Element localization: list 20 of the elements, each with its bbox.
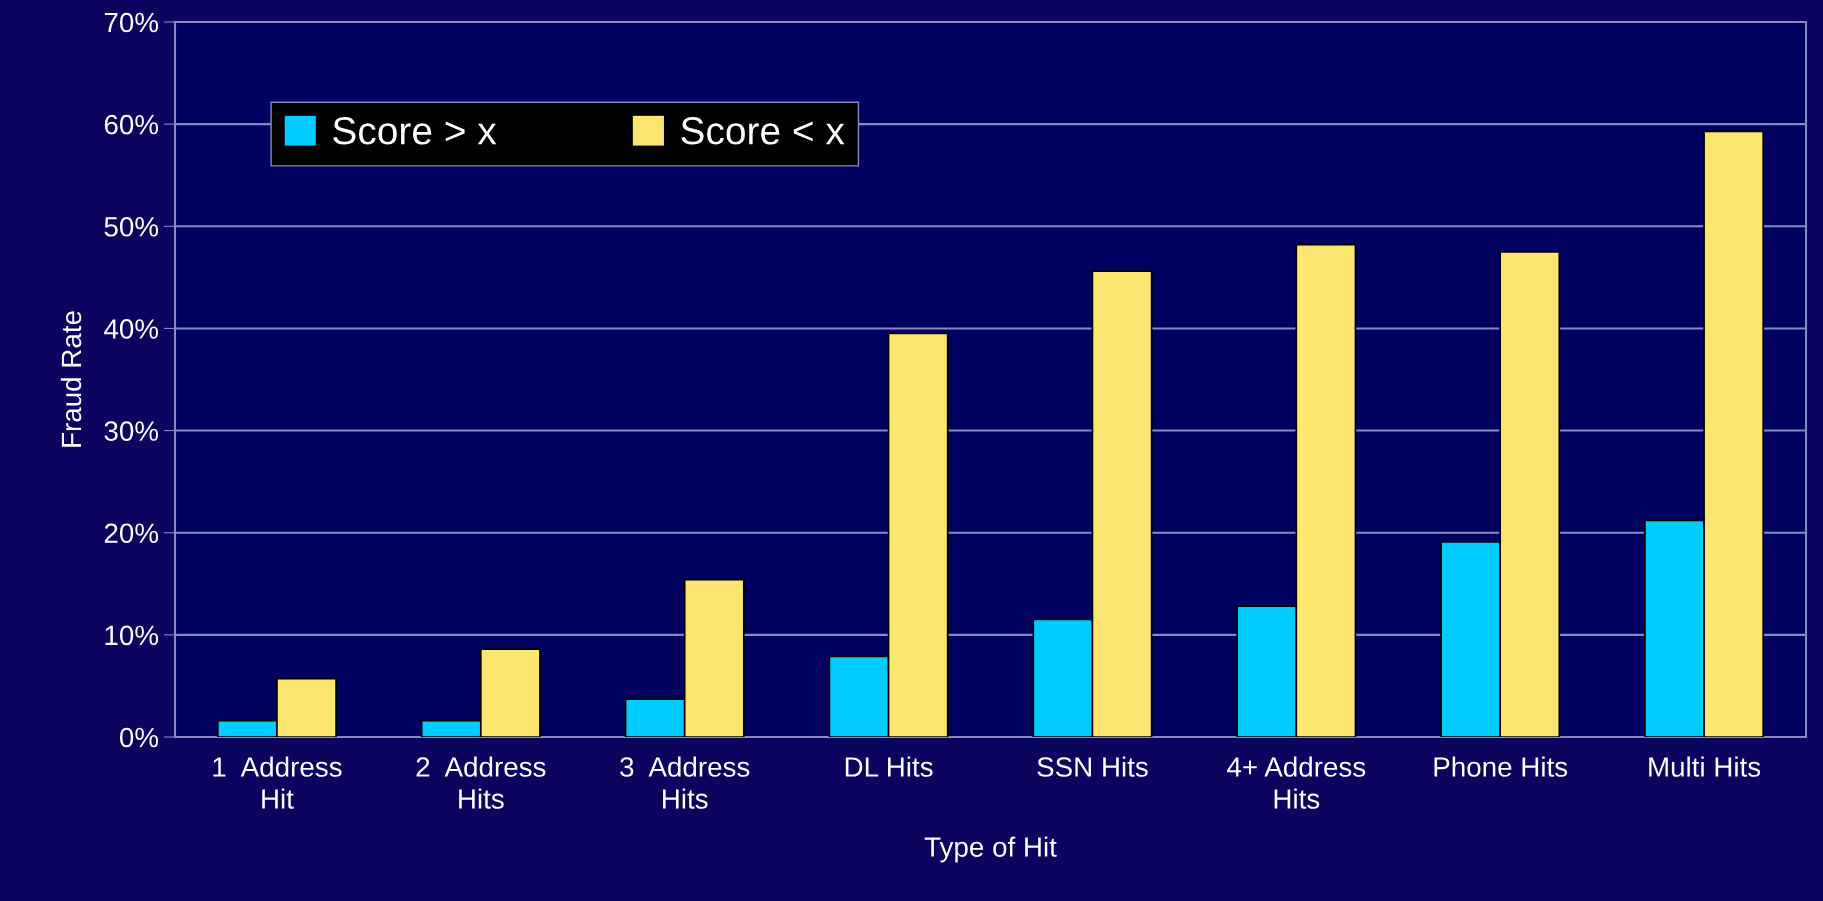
y-tick-label: 10% [105, 625, 159, 646]
x-tick-label: Multi Hits [1649, 756, 1761, 777]
legend-label: Score < x [681, 117, 845, 145]
x-tick-label: 2 Address Hits [416, 756, 546, 809]
x-tick-label: Phone Hits [1434, 756, 1568, 777]
y-tick-label: 20% [104, 523, 159, 544]
x-tick-label: DL Hits [845, 756, 933, 777]
y-tick-label: 0% [119, 727, 159, 748]
y-tick-label: 40% [104, 319, 159, 339]
y-axis-title: Fraud Rate [60, 311, 82, 447]
y-tick-label: 60% [104, 114, 159, 135]
y-tick-label: 70% [104, 12, 159, 33]
y-tick-label: 30% [104, 421, 159, 441]
legend-label: Score > x [333, 117, 497, 145]
x-tick-label: 1 Address Hit [213, 756, 342, 809]
x-axis-title: Type of Hit [924, 836, 1057, 863]
x-tick-label: 4+ Address Hits [1227, 756, 1366, 809]
x-tick-label: 3 Address Hits [620, 756, 750, 809]
y-tick-label: 50% [104, 216, 159, 237]
x-tick-label: SSN Hits [1037, 756, 1148, 777]
